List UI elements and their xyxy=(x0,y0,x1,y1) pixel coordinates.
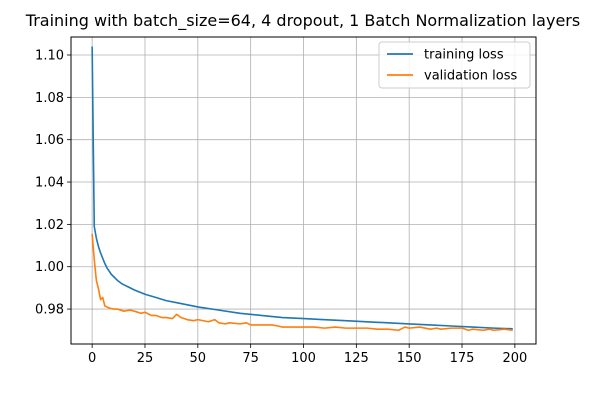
x-tick-label: 50 xyxy=(190,351,207,366)
y-axis: 0.98 1.00 1.02 1.04 1.06 1.08 1.10 xyxy=(35,48,71,318)
x-tick-label: 175 xyxy=(450,351,475,366)
x-tick-label: 75 xyxy=(242,351,259,366)
series-layer xyxy=(91,46,513,332)
x-tick-label: 125 xyxy=(344,351,369,366)
x-tick-label: 25 xyxy=(137,351,154,366)
series-line-training-loss xyxy=(91,46,513,330)
series-line-validation-loss xyxy=(91,233,513,332)
x-tick-label: 0 xyxy=(88,351,96,366)
x-tick-label: 200 xyxy=(502,351,527,366)
y-tick-label: 1.10 xyxy=(35,48,64,63)
legend-box xyxy=(378,41,531,89)
y-tick-label: 0.98 xyxy=(35,303,64,318)
x-tick-label: 150 xyxy=(397,351,422,366)
y-tick-label: 1.06 xyxy=(35,133,64,148)
y-tick-label: 1.08 xyxy=(35,91,64,106)
legend-label: training loss xyxy=(424,48,504,63)
y-tick-label: 1.04 xyxy=(35,176,64,191)
x-axis: 0 25 50 75 100 125 150 175 200 xyxy=(88,344,527,366)
legend: training loss validation loss xyxy=(378,41,531,89)
x-tick-label: 100 xyxy=(291,351,316,366)
y-tick-label: 1.02 xyxy=(35,218,64,233)
legend-label: validation loss xyxy=(424,69,517,84)
chart-title: Training with batch_size=64, 4 dropout, … xyxy=(25,11,580,31)
y-tick-label: 1.00 xyxy=(35,260,64,275)
